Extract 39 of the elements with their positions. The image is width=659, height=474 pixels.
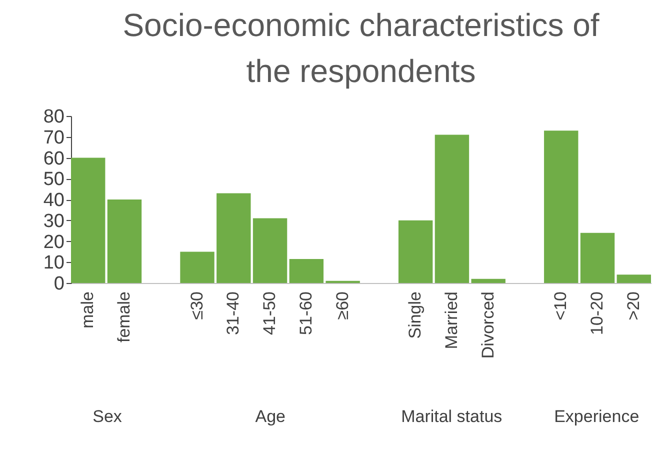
bar <box>180 252 214 283</box>
y-tick-label: 60 <box>43 148 64 170</box>
bar <box>434 134 470 283</box>
x-tick-label: Married <box>442 292 461 350</box>
bar <box>252 218 288 283</box>
text: Marital status <box>401 407 502 426</box>
x-tick-label: 31-40 <box>224 292 243 335</box>
text: Age <box>255 407 286 426</box>
x-tick-label: Divorced <box>478 292 498 359</box>
x-tick-label: female <box>114 292 134 343</box>
y-tick-label: 80 <box>43 106 64 128</box>
y-tick-label: 50 <box>43 169 64 190</box>
text: Sex <box>92 407 122 426</box>
x-tick-label: >20 <box>624 292 643 320</box>
x-tick-label: ≤30 <box>187 292 206 320</box>
chart-title: Socio-economic characteristics of the respondents <box>122 7 600 89</box>
y-tick-label: 30 <box>43 210 64 232</box>
x-tick-label: 10-20 <box>588 292 607 335</box>
y-tick-label: 0 <box>54 274 64 294</box>
y-tick-label: 10 <box>43 252 64 274</box>
x-tick-label: male <box>78 292 98 328</box>
bar <box>398 220 433 283</box>
x-tick-label: 51-60 <box>296 292 316 335</box>
y-tick-label: 40 <box>43 190 64 211</box>
bar <box>107 200 142 283</box>
bar <box>616 274 651 283</box>
x-tick-label: 41-50 <box>260 292 280 335</box>
bar <box>71 158 106 283</box>
x-tick-label: Single <box>406 292 425 339</box>
x-tick-label: <10 <box>551 292 570 320</box>
bar <box>544 130 578 283</box>
bar <box>289 258 324 283</box>
bar <box>471 278 506 283</box>
y-tick-label: 70 <box>43 127 64 148</box>
bar <box>216 193 251 283</box>
y-tick-label: 20 <box>43 232 64 253</box>
x-tick-label: ≥60 <box>332 292 352 320</box>
text: Experience <box>554 407 640 426</box>
bar <box>580 232 615 283</box>
